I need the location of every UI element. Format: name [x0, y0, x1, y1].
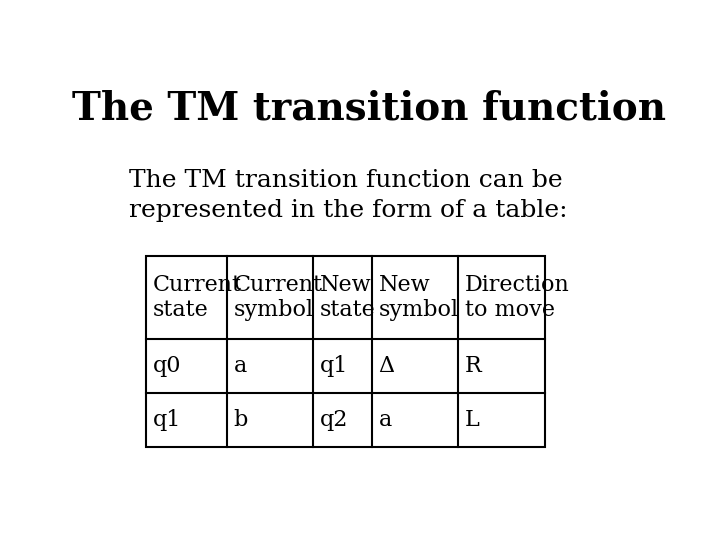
Text: The TM transition function can be
represented in the form of a table:: The TM transition function can be repres… [129, 168, 567, 222]
Text: L: L [465, 409, 480, 431]
Text: Direction
to move: Direction to move [465, 274, 570, 321]
Text: a: a [379, 409, 392, 431]
Text: q1: q1 [153, 409, 181, 431]
Text: a: a [233, 355, 247, 377]
Text: Current
state: Current state [153, 274, 241, 321]
Text: Δ: Δ [379, 355, 395, 377]
Text: q1: q1 [320, 355, 348, 377]
Text: New
symbol: New symbol [379, 274, 459, 321]
Text: q2: q2 [320, 409, 348, 431]
Text: The TM transition function: The TM transition function [72, 90, 666, 128]
Text: Current
symbol: Current symbol [233, 274, 323, 321]
Text: q0: q0 [153, 355, 181, 377]
Text: b: b [233, 409, 248, 431]
Text: New
state: New state [320, 274, 376, 321]
Text: R: R [465, 355, 482, 377]
Bar [145, 256, 545, 447]
